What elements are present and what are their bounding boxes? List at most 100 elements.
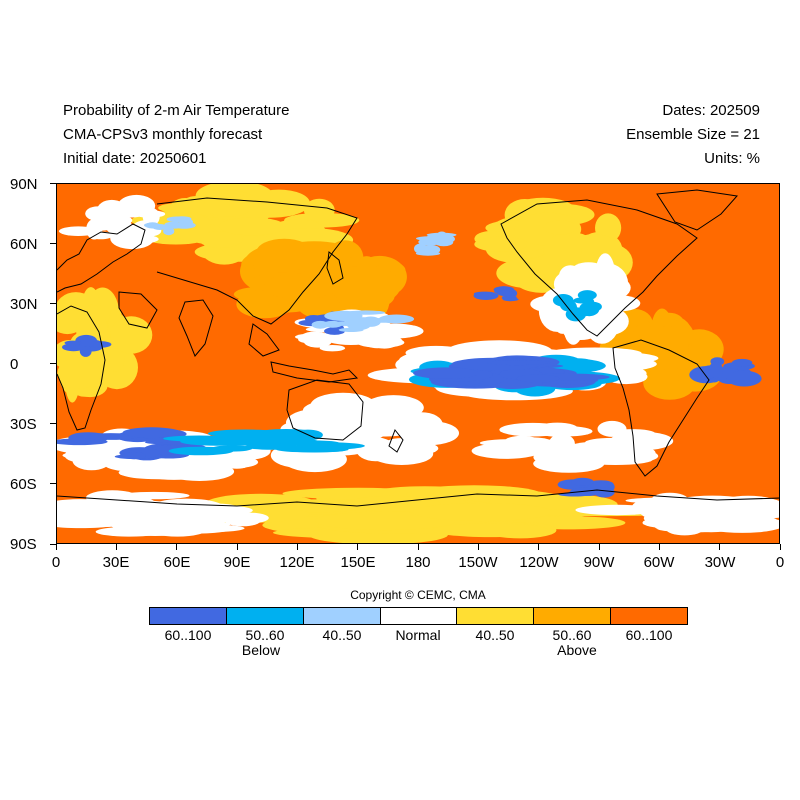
arabia-coast bbox=[118, 291, 158, 329]
lat-label-90n: 90N bbox=[10, 176, 38, 193]
legend-label-below-60-100: 60..100 bbox=[164, 627, 212, 643]
lon-label-30e: 30E bbox=[102, 554, 130, 571]
probability-patch bbox=[543, 220, 577, 235]
lon-label-150e: 150E bbox=[340, 554, 376, 571]
lat-tick bbox=[50, 242, 56, 244]
legend-swatch-below-50-60 bbox=[226, 608, 304, 624]
probability-patch bbox=[323, 243, 351, 277]
lat-tick bbox=[50, 423, 56, 425]
forecast-dates: Dates: 202509 bbox=[662, 102, 760, 119]
lat-label-0: 0 bbox=[10, 356, 19, 373]
legend-label-normal: Normal bbox=[395, 627, 441, 643]
europe-coast bbox=[57, 223, 146, 293]
probability-patch bbox=[633, 323, 654, 343]
probability-patch bbox=[203, 193, 254, 217]
probability-patch bbox=[567, 270, 592, 295]
south-america-coast bbox=[612, 339, 710, 477]
lon-label-180: 180 bbox=[405, 554, 431, 571]
new-zealand-coast bbox=[388, 429, 404, 453]
units-label: Units: % bbox=[704, 150, 760, 167]
lon-label-150w: 150W bbox=[458, 554, 498, 571]
probability-patch bbox=[643, 511, 698, 526]
lat-label-60n: 60N bbox=[10, 236, 38, 253]
probability-patch bbox=[113, 224, 151, 245]
lon-tick bbox=[538, 544, 540, 550]
probability-patch bbox=[581, 305, 592, 317]
probability-patch bbox=[218, 217, 286, 236]
lon-label-0: 0 bbox=[51, 554, 61, 571]
legend-label-below-40-50: 40..50 bbox=[322, 627, 362, 643]
probability-patch bbox=[356, 337, 405, 348]
probability-patch bbox=[263, 273, 335, 300]
lat-tick bbox=[50, 182, 56, 184]
lon-tick bbox=[357, 544, 359, 550]
legend-swatch-below-40-50 bbox=[303, 608, 381, 624]
lon-label-90w: 90W bbox=[583, 554, 615, 571]
lon-tick bbox=[779, 544, 781, 550]
legend-label-above-60-100: 60..100 bbox=[625, 627, 673, 643]
legend-swatch-normal bbox=[380, 608, 458, 624]
probability-patch bbox=[322, 320, 343, 328]
probability-patch bbox=[303, 198, 335, 222]
probability-patch bbox=[75, 334, 98, 347]
probability-patch bbox=[473, 291, 499, 300]
probability-patch bbox=[597, 420, 627, 437]
legend-colorbar bbox=[149, 607, 688, 625]
southeast-asia-coast bbox=[248, 323, 280, 357]
coastlines bbox=[57, 189, 779, 507]
lat-tick bbox=[50, 543, 56, 545]
probability-patch bbox=[568, 490, 599, 495]
probability-patch bbox=[57, 357, 101, 389]
probability-patch bbox=[578, 454, 653, 465]
probability-patch bbox=[319, 345, 346, 352]
probability-patch bbox=[378, 314, 415, 324]
probability-patch bbox=[535, 422, 580, 437]
probability-patch bbox=[347, 320, 371, 330]
probability-patch bbox=[164, 462, 235, 481]
lat-label-30s: 30S bbox=[10, 416, 37, 433]
lat-label-30n: 30N bbox=[10, 296, 38, 313]
probability-patch bbox=[122, 427, 181, 439]
probability-patch bbox=[304, 315, 323, 323]
probability-patch bbox=[166, 216, 186, 223]
greenland-coast bbox=[656, 189, 738, 231]
lon-tick bbox=[176, 544, 178, 550]
lon-tick bbox=[719, 544, 721, 550]
lat-tick bbox=[50, 483, 56, 485]
africa-coast bbox=[57, 305, 106, 431]
probability-patch bbox=[104, 208, 123, 216]
probability-patch bbox=[418, 238, 436, 246]
probability-patch bbox=[145, 222, 160, 229]
legend-swatch-above-40-50 bbox=[457, 608, 535, 624]
probability-patch bbox=[57, 514, 135, 528]
lon-tick bbox=[236, 544, 238, 550]
lon-tick bbox=[55, 544, 57, 550]
probability-patch bbox=[211, 445, 253, 452]
lat-label-60s: 60S bbox=[10, 476, 37, 493]
japan-coast bbox=[326, 251, 344, 285]
probability-patch bbox=[136, 524, 232, 534]
indonesia-coast bbox=[270, 361, 359, 383]
lon-label-120e: 120E bbox=[279, 554, 315, 571]
probability-patch bbox=[432, 523, 549, 538]
probability-patch bbox=[110, 316, 153, 354]
lat-tick bbox=[50, 363, 56, 364]
probability-patch bbox=[333, 410, 359, 422]
probability-patch bbox=[486, 360, 551, 366]
lon-label-0-end: 0 bbox=[775, 554, 785, 571]
probability-patch bbox=[163, 227, 175, 236]
probability-patch bbox=[516, 374, 560, 383]
probability-patch bbox=[731, 358, 753, 367]
probability-patch bbox=[559, 297, 575, 312]
ensemble-size: Ensemble Size = 21 bbox=[626, 126, 760, 143]
lon-label-120w: 120W bbox=[519, 554, 559, 571]
probability-patch bbox=[726, 370, 762, 387]
initial-date: Initial date: 20250601 bbox=[63, 150, 207, 167]
lon-tick bbox=[417, 544, 419, 550]
probability-patch bbox=[549, 448, 585, 461]
probability-patch bbox=[255, 241, 310, 273]
probability-patch bbox=[412, 503, 552, 521]
lat-label-90s: 90S bbox=[10, 536, 37, 553]
probability-patch bbox=[474, 236, 528, 252]
lon-label-90e: 90E bbox=[223, 554, 251, 571]
